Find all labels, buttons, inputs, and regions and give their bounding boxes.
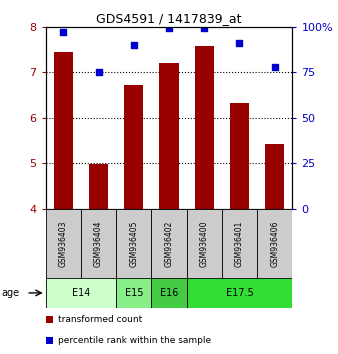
Text: GSM936405: GSM936405 xyxy=(129,220,138,267)
Point xyxy=(61,29,66,35)
Bar xyxy=(195,46,214,209)
Bar xyxy=(222,209,257,278)
Text: E17.5: E17.5 xyxy=(226,288,254,298)
Point xyxy=(272,64,277,69)
Bar xyxy=(257,209,292,278)
Text: age: age xyxy=(2,288,20,298)
Text: GSM936402: GSM936402 xyxy=(165,220,173,267)
Bar xyxy=(230,103,249,209)
Bar xyxy=(187,278,292,308)
Bar xyxy=(46,209,81,278)
Text: GSM936400: GSM936400 xyxy=(200,220,209,267)
Text: E16: E16 xyxy=(160,288,178,298)
Bar xyxy=(89,164,108,209)
Bar xyxy=(46,278,116,308)
Bar xyxy=(53,52,73,209)
Bar xyxy=(81,209,116,278)
Text: GSM936403: GSM936403 xyxy=(59,220,68,267)
Point xyxy=(237,40,242,46)
Bar xyxy=(159,63,179,209)
Point xyxy=(201,25,207,31)
Bar xyxy=(116,209,151,278)
Bar xyxy=(265,144,285,209)
Bar xyxy=(47,337,53,344)
Bar xyxy=(124,85,143,209)
Bar xyxy=(116,278,151,308)
Text: percentile rank within the sample: percentile rank within the sample xyxy=(58,336,212,345)
Point xyxy=(131,42,137,48)
Text: E14: E14 xyxy=(72,288,90,298)
Bar xyxy=(47,316,53,323)
Text: GSM936401: GSM936401 xyxy=(235,220,244,267)
Text: transformed count: transformed count xyxy=(58,315,143,324)
Text: GSM936406: GSM936406 xyxy=(270,220,279,267)
Bar xyxy=(151,278,187,308)
Title: GDS4591 / 1417839_at: GDS4591 / 1417839_at xyxy=(96,12,242,25)
Point xyxy=(166,25,172,31)
Point xyxy=(96,69,101,75)
Bar xyxy=(151,209,187,278)
Text: E15: E15 xyxy=(124,288,143,298)
Text: GSM936404: GSM936404 xyxy=(94,220,103,267)
Bar xyxy=(187,209,222,278)
